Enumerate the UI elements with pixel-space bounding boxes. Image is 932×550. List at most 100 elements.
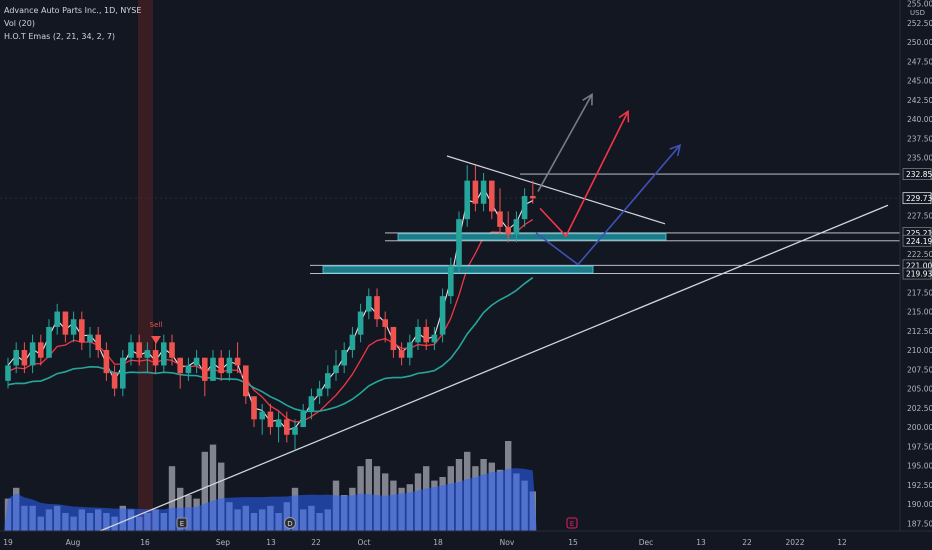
candle[interactable] [193, 350, 200, 374]
candle[interactable] [136, 334, 142, 366]
candle[interactable] [275, 411, 282, 443]
candle-body [341, 350, 347, 366]
candle[interactable] [357, 303, 364, 343]
candle[interactable] [464, 165, 470, 227]
projection-arrow-red-head[interactable] [618, 109, 630, 123]
projection-arrow-red-path[interactable] [539, 110, 629, 238]
candle[interactable] [152, 342, 159, 374]
candle[interactable] [316, 380, 323, 404]
candle[interactable] [300, 403, 306, 428]
candle[interactable] [325, 365, 331, 397]
candle[interactable] [497, 188, 503, 235]
legend-symbol[interactable]: Advance Auto Parts Inc., 1D, NYSE [4, 6, 142, 15]
projection-arrow-blue-head[interactable] [669, 143, 682, 157]
candle[interactable] [333, 350, 339, 381]
candle[interactable] [243, 365, 249, 404]
candle[interactable] [489, 180, 495, 220]
candle[interactable] [259, 403, 265, 435]
candle[interactable] [62, 311, 69, 343]
candle[interactable] [103, 342, 110, 381]
candle[interactable] [120, 350, 126, 397]
y-tick-label: 227.50 [907, 211, 932, 220]
candle[interactable] [87, 326, 93, 358]
event-marker[interactable]: D [284, 517, 296, 529]
descending-trendline[interactable] [446, 155, 666, 225]
candle[interactable] [366, 288, 372, 320]
candle[interactable] [292, 419, 298, 451]
candle[interactable] [226, 350, 233, 381]
candle[interactable] [218, 350, 224, 381]
candle[interactable] [505, 211, 511, 243]
candle-body [169, 342, 175, 358]
candle[interactable] [308, 388, 315, 420]
event-marker-shape[interactable] [176, 517, 188, 529]
candle[interactable] [415, 319, 421, 351]
candle[interactable] [284, 411, 290, 443]
candle[interactable] [349, 326, 356, 358]
candle[interactable] [431, 326, 438, 351]
candle[interactable] [95, 326, 101, 358]
projection-arrow-blue-path[interactable] [535, 144, 681, 266]
candle[interactable] [382, 311, 388, 343]
candle[interactable] [390, 326, 397, 358]
candle[interactable] [234, 342, 241, 374]
candle[interactable] [439, 288, 446, 343]
event-marker[interactable]: E [176, 517, 188, 529]
candle[interactable] [144, 342, 151, 374]
candle[interactable] [128, 334, 134, 366]
candle[interactable] [79, 311, 85, 351]
candle[interactable] [374, 288, 380, 327]
drawings[interactable]: Sell [99, 92, 900, 532]
event-marker-shape[interactable] [566, 517, 578, 529]
candle[interactable] [407, 334, 413, 366]
candle[interactable] [29, 334, 36, 374]
candle[interactable] [21, 342, 28, 374]
candle[interactable] [46, 319, 52, 358]
volume-bar [218, 462, 225, 531]
projection-arrow-red[interactable] [539, 109, 630, 238]
candle[interactable] [513, 211, 520, 243]
candles[interactable] [5, 165, 536, 451]
candle[interactable] [169, 334, 175, 366]
legend-volume[interactable]: Vol (20) [4, 19, 35, 28]
candle[interactable] [210, 350, 216, 381]
candle[interactable] [398, 342, 405, 366]
sell-marker-icon[interactable] [151, 336, 161, 344]
candle-body [259, 411, 265, 420]
event-marker-shape[interactable] [284, 517, 296, 529]
candle[interactable] [423, 319, 429, 351]
candle[interactable] [472, 165, 479, 212]
candle[interactable] [177, 357, 183, 389]
candle[interactable] [521, 188, 528, 227]
currency-label: USD [910, 9, 925, 17]
projection-arrow-gray-head[interactable] [582, 92, 593, 106]
candle[interactable] [202, 357, 208, 397]
price-label-box [902, 234, 932, 247]
candle[interactable] [267, 403, 274, 435]
candle-body [144, 350, 151, 358]
candle[interactable] [161, 334, 167, 374]
candle[interactable] [70, 311, 77, 343]
candle[interactable] [448, 257, 454, 304]
candle[interactable] [251, 396, 257, 428]
candle[interactable] [5, 357, 11, 389]
rising-trendline[interactable] [99, 204, 889, 532]
candle[interactable] [341, 342, 347, 374]
projection-arrow-gray[interactable] [537, 92, 593, 192]
candle[interactable] [530, 180, 536, 204]
support-zone-upper[interactable] [397, 233, 667, 241]
candle[interactable] [480, 172, 487, 212]
candle[interactable] [13, 342, 19, 374]
event-marker[interactable]: E [566, 517, 578, 529]
candle[interactable] [111, 365, 118, 397]
candle[interactable] [38, 334, 44, 366]
legend-ema[interactable]: H.O.T Emas (2, 21, 34, 2, 7) [4, 32, 116, 41]
projection-arrow-blue[interactable] [535, 143, 682, 266]
support-zone-lower[interactable] [322, 265, 594, 274]
candle[interactable] [185, 357, 192, 381]
candle[interactable] [456, 211, 462, 274]
projection-arrow-gray-path[interactable] [537, 94, 593, 192]
candle[interactable] [54, 303, 60, 335]
x-tick-label: 13 [696, 538, 706, 547]
